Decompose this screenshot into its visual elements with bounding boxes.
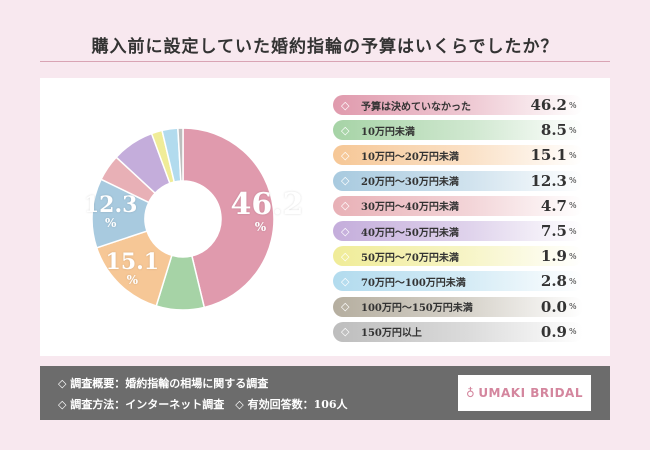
diamond-icon: ◇ [341, 249, 350, 263]
brand-logo: ♁ UMAKI BRIDAL [458, 375, 591, 411]
ring-icon: ♁ [466, 386, 476, 400]
survey-footer: ◇ 調査概要：婚約指輪の相場に関する調査 ◇ 調査方法：インターネット調査 ◇ … [40, 366, 610, 420]
legend-label: 予算は決めていなかった [361, 101, 471, 113]
legend-value: 2.8 [540, 272, 567, 291]
chart-card: 46.2% 15.1% 12.3% ◇ 予算は決めていなかった 46.2% ◇ 10万円未満… [40, 78, 610, 356]
legend-value: 15.1 [530, 146, 567, 165]
donut-chart [91, 127, 275, 311]
diamond-icon: ◇ [341, 300, 350, 314]
slice-value: 12.3 [83, 192, 138, 219]
legend-value: 7.5 [540, 222, 567, 240]
logo-text: UMAKI BRIDAL [478, 386, 583, 400]
legend-unit: % [569, 201, 577, 211]
diamond-icon: ◇ [341, 325, 350, 339]
slice-unit: % [254, 219, 267, 234]
legend-label: 30万円～40万円未満 [361, 202, 459, 214]
legend-unit: % [569, 302, 577, 312]
donut-slice [177, 127, 184, 182]
diamond-icon: ◇ [341, 174, 350, 188]
slice-label: 12.3% [81, 194, 141, 230]
slice-value: 46.2 [230, 186, 304, 222]
legend-label: 150万円以上 [361, 328, 422, 340]
legend-unit: % [569, 100, 577, 110]
divider [40, 61, 610, 62]
legend-label: 20万円～30万円未満 [361, 177, 459, 189]
legend-value: 8.5 [540, 121, 567, 140]
legend-item: ◇ 30万円～40万円未満 4.7% [333, 195, 583, 216]
slice-value: 15.1 [105, 248, 160, 275]
slice-unit: % [104, 216, 117, 231]
legend-unit: % [569, 276, 577, 286]
legend-label: 10万円未満 [361, 126, 415, 138]
legend-label: 40万円～50万円未満 [361, 227, 459, 239]
legend-item: ◇ 50万円～70万円未満 1.9% [333, 246, 583, 267]
legend-item: ◇ 20万円～30万円未満 12.3% [333, 170, 583, 191]
legend-unit: % [569, 327, 577, 337]
diamond-icon: ◇ [341, 148, 350, 162]
diamond-icon: ◇ [341, 123, 350, 137]
legend-item: ◇ 40万円～50万円未満 7.5% [333, 221, 583, 241]
diamond-icon: ◇ [341, 199, 350, 213]
legend-label: 10万円～20万円未満 [361, 151, 459, 163]
legend-value: 0.9 [540, 322, 567, 341]
legend-label: 100万円～150万円未満 [361, 303, 473, 315]
legend-value: 1.9 [540, 247, 567, 266]
legend-unit: % [569, 251, 577, 261]
legend-item: ◇ 10万円～20万円未満 15.1% [333, 145, 583, 166]
legend-unit: % [569, 150, 577, 160]
legend-value: 0.0 [540, 297, 567, 316]
slice-label: 15.1% [102, 251, 162, 287]
diamond-icon: ◇ [341, 98, 350, 112]
legend-unit: % [569, 125, 577, 135]
legend-label: 50万円～70万円未満 [361, 252, 459, 264]
legend-label: 70万円～100万円未満 [361, 277, 466, 289]
donut-slice [182, 127, 275, 309]
legend-item: ◇ 70万円～100万円未満 2.8% [333, 271, 583, 292]
legend-unit: % [569, 176, 577, 186]
slice-unit: % [126, 272, 139, 287]
diamond-icon: ◇ [341, 224, 350, 238]
legend-unit: % [569, 226, 577, 236]
diamond-icon: ◇ [341, 274, 350, 288]
survey-overview: ◇ 調査概要：婚約指輪の相場に関する調査 [58, 377, 269, 390]
legend-item: ◇ 予算は決めていなかった 46.2% [333, 95, 583, 115]
slice-label: 46.2% [230, 186, 304, 234]
legend-item: ◇ 10万円未満 8.5% [333, 120, 583, 141]
legend-item: ◇ 100万円～150万円未満 0.0% [333, 296, 583, 317]
survey-method: ◇ 調査方法：インターネット調査 ◇ 有効回答数：106人 [58, 398, 348, 411]
legend-value: 12.3 [530, 171, 567, 190]
legend-item: ◇ 150万円以上 0.9% [333, 321, 583, 342]
page-title: 購入前に設定していた婚約指輪の予算はいくらでしたか？ [91, 37, 559, 57]
legend-value: 4.7 [540, 196, 567, 215]
legend-value: 46.2 [530, 96, 567, 114]
